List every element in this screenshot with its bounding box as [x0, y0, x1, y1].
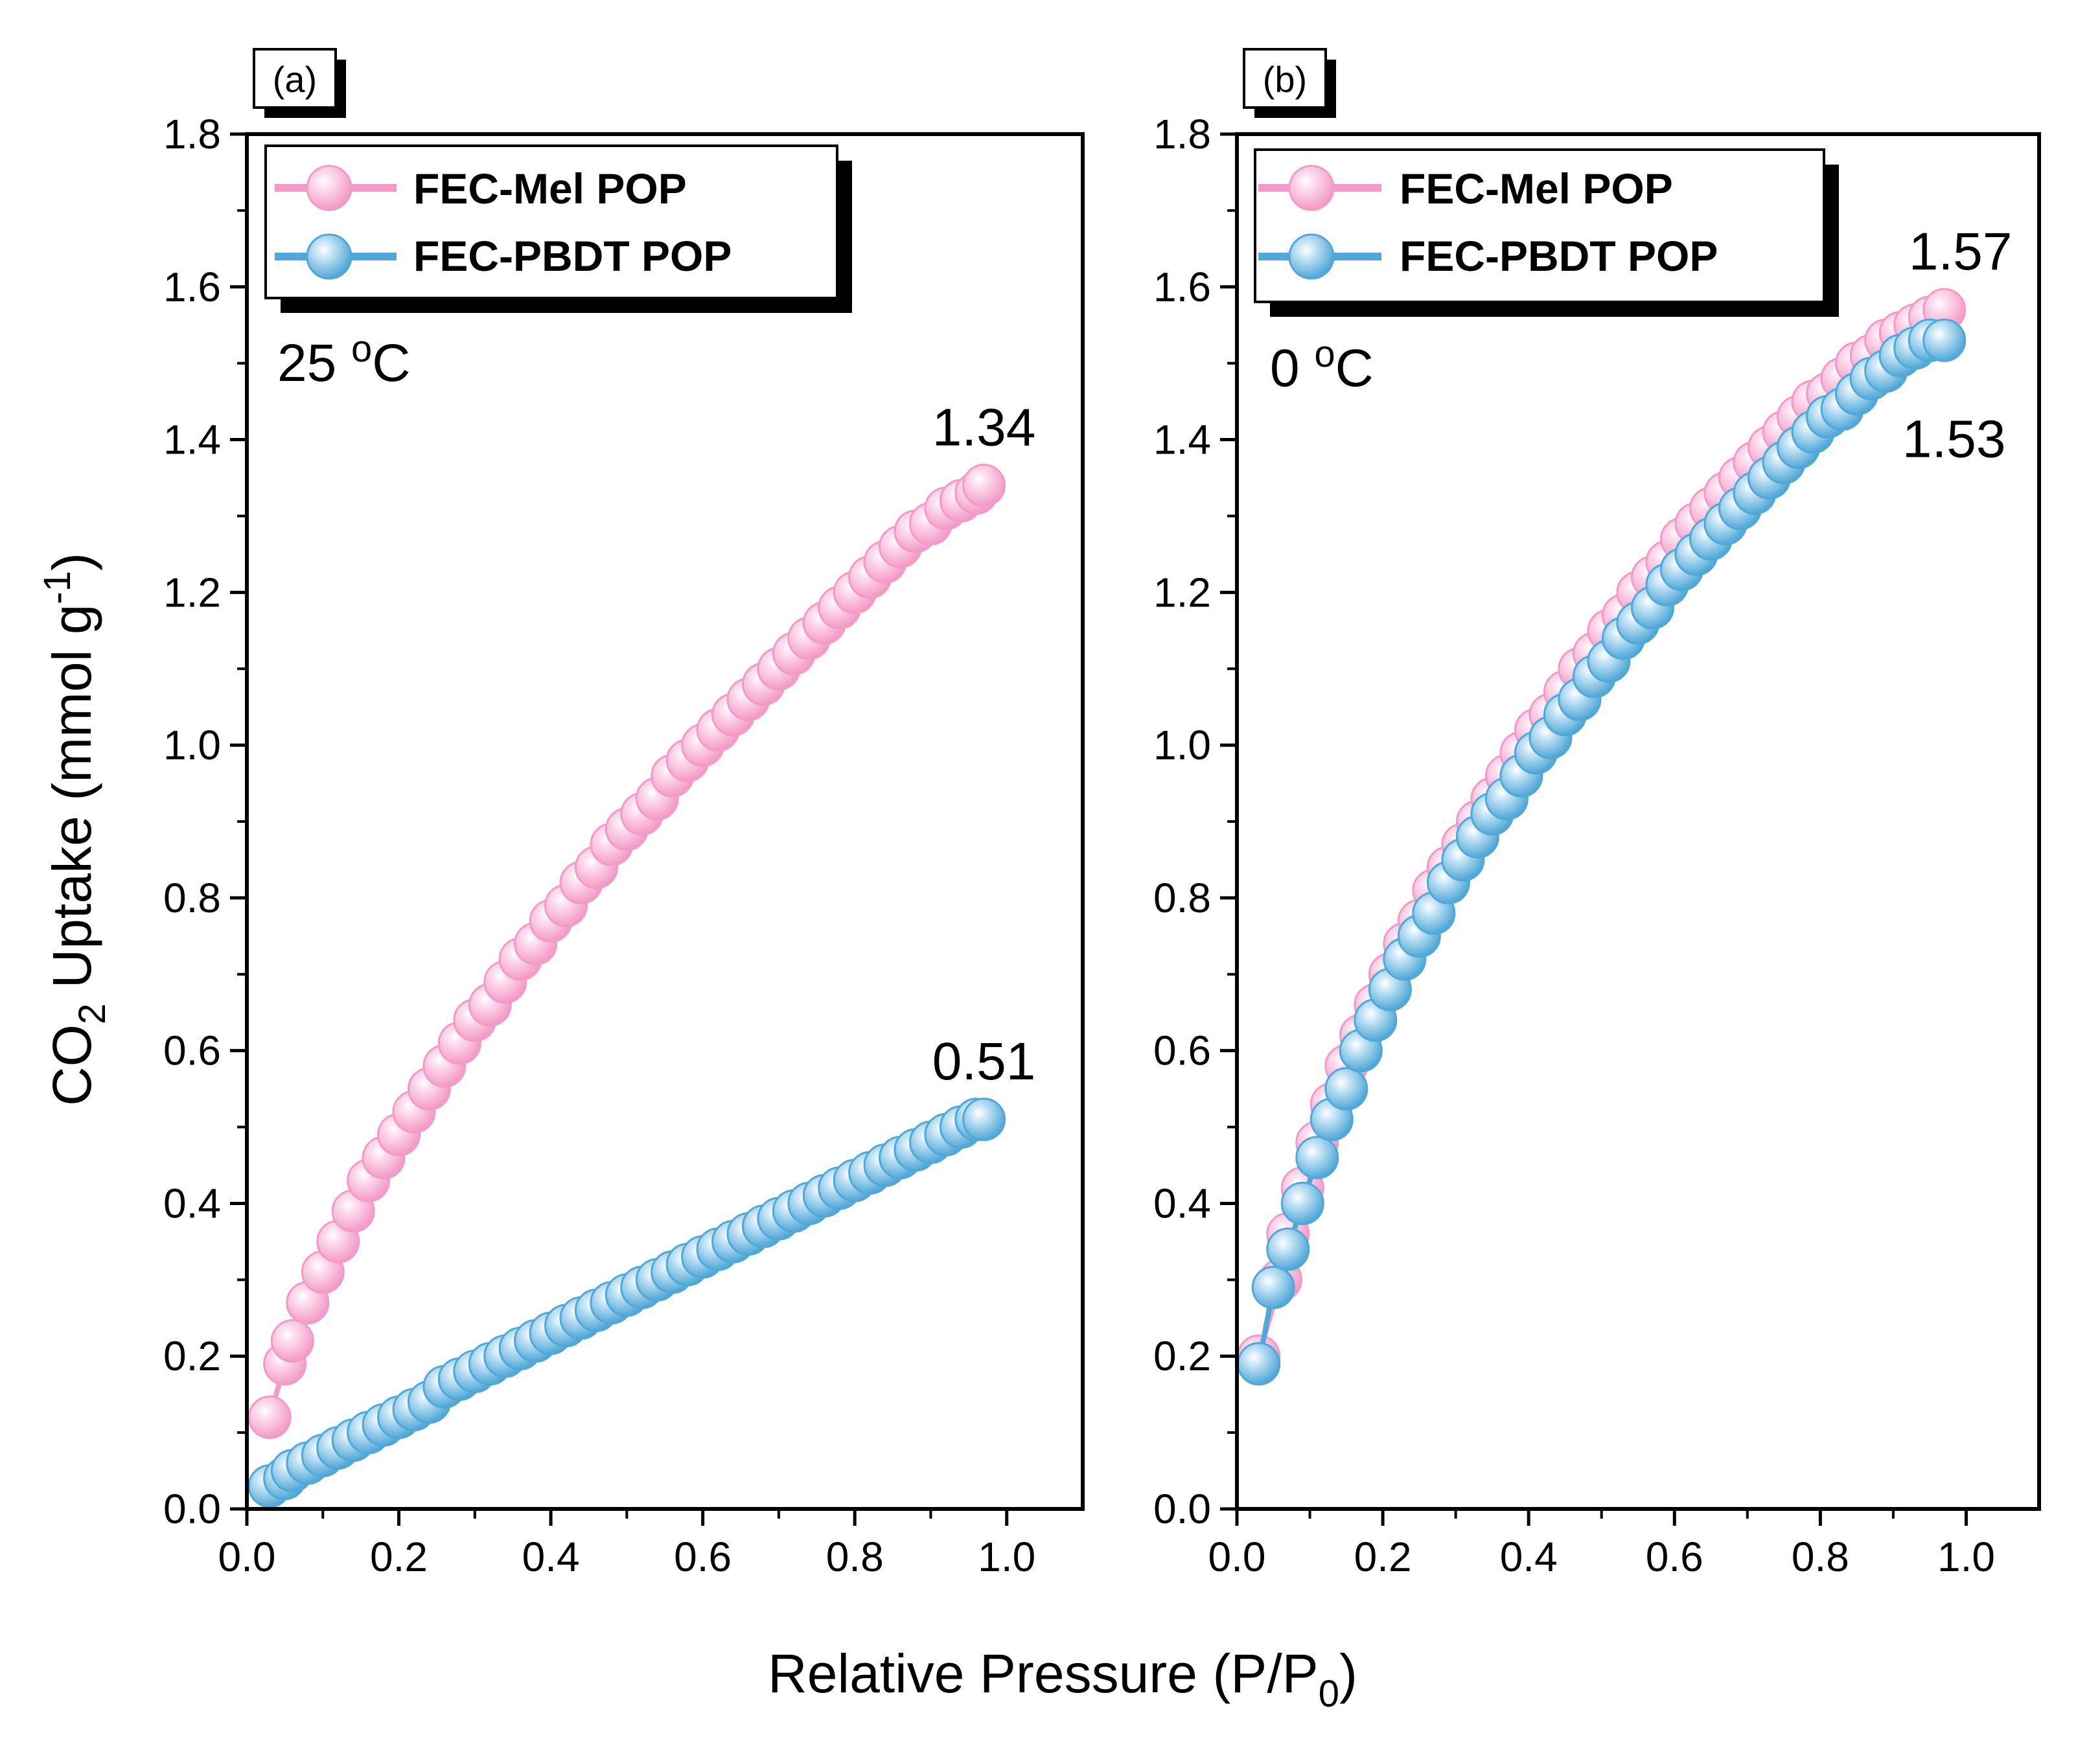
legend-b: FEC-Mel POP FEC-PBDT POP [1254, 148, 1839, 317]
x-tick-label-b-3: 0.6 [1646, 1534, 1703, 1580]
y-tick-label-a-8: 1.6 [163, 264, 221, 310]
x-tick-label-a-2: 0.4 [522, 1534, 580, 1580]
y-axis-title: CO2 Uptake (mmol g-1) [36, 553, 113, 1106]
series-line-b-1 [1256, 338, 1944, 1364]
legend-box-b [1254, 148, 1825, 303]
y-tick-label-a-5: 1.0 [163, 722, 221, 768]
end-value-label-b-0: 1.57 [1909, 222, 2013, 281]
legend-marker-mel-b [1288, 165, 1335, 211]
temperature-label-a: 25 oC [277, 328, 410, 393]
y-tick-label-a-6: 1.2 [163, 569, 221, 615]
plot-frame-a [245, 132, 1085, 1511]
y-tick-label-b-6: 1.2 [1153, 569, 1211, 615]
x-tick-label-a-1: 0.2 [370, 1534, 428, 1580]
legend-box-a [264, 144, 838, 299]
data-point-b-1-6 [1324, 1067, 1368, 1111]
end-value-label-a-0: 1.34 [932, 398, 1036, 457]
y-tick-label-a-4: 0.8 [163, 875, 221, 921]
legend-label-pbdt-b: FEC-PBDT POP [1400, 232, 1718, 280]
y-tick-label-b-1: 0.2 [1153, 1333, 1211, 1379]
series-line-b-0 [1256, 307, 1946, 1357]
legend-marker-pbdt-b [1288, 233, 1335, 280]
x-tick-label-a-0: 0.0 [218, 1534, 276, 1580]
x-tick-label-a-3: 0.6 [674, 1534, 732, 1580]
legend-a: FEC-Mel POP FEC-PBDT POP [264, 144, 852, 313]
plot-frame-b [1235, 132, 2041, 1511]
end-value-label-a-1: 0.51 [932, 1032, 1036, 1091]
x-tick-label-a-5: 1.0 [978, 1534, 1035, 1580]
y-tick-label-b-4: 0.8 [1153, 875, 1211, 921]
data-point-b-1-1 [1251, 1265, 1295, 1309]
y-tick-label-b-3: 0.6 [1153, 1028, 1211, 1074]
panel-b: 0.0 0.2 0.4 0.6 0.8 1.0 1.2 1.4 1.6 1.8 0.0 0.2 0.4 0… [1153, 48, 2041, 1580]
x-tick-label-b-5: 1.0 [1937, 1534, 1995, 1580]
legend-label-mel-b: FEC-Mel POP [1400, 165, 1673, 213]
x-tick-label-b-2: 0.4 [1500, 1534, 1558, 1580]
legend-marker-pbdt-a [306, 233, 352, 280]
x-tick-label-a-4: 0.8 [826, 1534, 884, 1580]
data-point-a-1-48 [962, 1098, 1006, 1142]
data-point-b-1-47 [1922, 318, 1967, 362]
y-tick-label-b-9: 1.8 [1153, 111, 1211, 157]
data-point-a-0-2 [270, 1319, 314, 1363]
x-tick-label-b-4: 0.8 [1792, 1534, 1849, 1580]
end-value-label-b-1: 1.53 [1902, 409, 2006, 468]
data-point-b-1-2 [1266, 1227, 1310, 1271]
plot-area-b: 0.0 0.2 0.4 0.6 0.8 1.0 1.2 1.4 1.6 1.8 0.0 0.2 0.4 0… [1153, 111, 2012, 1580]
legend-label-pbdt-a: FEC-PBDT POP [413, 232, 732, 280]
y-tick-label-a-0: 0.0 [163, 1486, 221, 1532]
data-point-a-0-48 [962, 463, 1006, 507]
plot-area-a: 0.0 0.2 0.4 0.6 0.8 1.0 1.2 1.4 1.6 1.8 0.0 0.2 0.4 0… [163, 111, 1035, 1580]
y-tick-label-b-5: 1.0 [1153, 722, 1211, 768]
y-tick-label-a-2: 0.4 [163, 1180, 221, 1226]
y-tick-label-b-8: 1.6 [1153, 264, 1211, 310]
data-point-b-1-0 [1237, 1342, 1281, 1386]
panel-tag-box-a [253, 48, 337, 109]
panel-label-a: (a) [273, 59, 317, 100]
panel-label-b: (b) [1263, 59, 1307, 100]
y-tick-label-b-0: 0.0 [1153, 1486, 1211, 1532]
data-point-b-1-3 [1280, 1181, 1324, 1225]
x-tick-label-b-1: 0.2 [1354, 1534, 1412, 1580]
x-tick-label-b-0: 0.0 [1208, 1534, 1266, 1580]
y-tick-label-a-7: 1.4 [163, 417, 221, 463]
y-tick-label-a-1: 0.2 [163, 1333, 221, 1379]
legend-marker-mel-a [306, 165, 352, 211]
panel-tag-box-b [1243, 48, 1327, 109]
y-tick-label-b-2: 0.4 [1153, 1180, 1211, 1226]
temperature-label-b: 0 oC [1270, 333, 1374, 398]
data-point-b-1-4 [1295, 1136, 1339, 1180]
panel-a: 0.0 0.2 0.4 0.6 0.8 1.0 1.2 1.4 1.6 1.8 0.0 0.2 0.4 0… [163, 48, 1085, 1580]
legend-label-mel-a: FEC-Mel POP [413, 165, 687, 213]
y-tick-label-b-7: 1.4 [1153, 417, 1211, 463]
data-point-a-0-0 [248, 1396, 292, 1440]
y-tick-label-a-9: 1.8 [163, 111, 221, 157]
x-axis-title: Relative Pressure (P/P0) [768, 1643, 1357, 1715]
y-tick-label-a-3: 0.6 [163, 1028, 221, 1074]
